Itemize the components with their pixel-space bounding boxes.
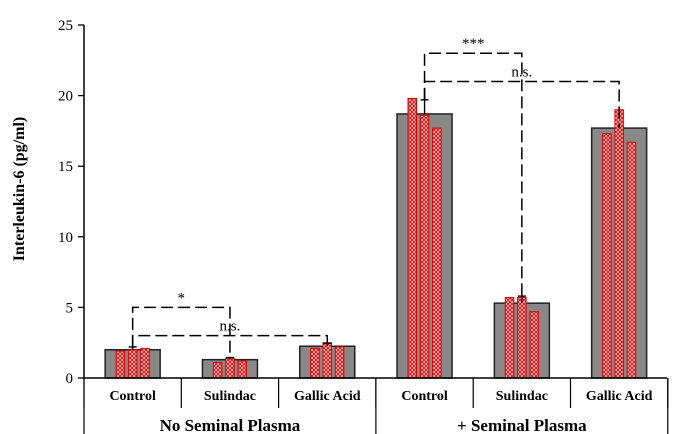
errorbars-layer [128,99,526,360]
y-tick-label-5: 5 [66,300,74,316]
replicates-layer [115,97,637,379]
comparison-bracket-1 [131,306,231,358]
replicate-bar-control-g2-1 [407,97,417,379]
replicate-bar-gallic-acid-g2-3 [626,141,637,379]
comparison-label-2: n.s. [220,319,241,335]
comparison-bracket-4 [423,80,620,129]
comparison-bracket-2 [131,334,328,347]
replicate-bar-sulindac-g1-1 [212,361,223,379]
y-tick-label-25: 25 [58,18,73,34]
replicate-bar-gallic-acid-g1-3 [334,346,345,379]
comparison-brackets: * n.s. *** n.s. [131,36,620,358]
y-tick-label-10: 10 [58,230,73,246]
replicate-bar-gallic-acid-g1-1 [310,347,320,379]
y-axis-label: Interleukin-6 (pg/ml) [11,117,28,261]
replicate-bar-control-g2-2 [419,114,430,379]
comparison-bracket-3 [423,52,523,297]
x-tick-label-sulindac-g2: Sulindac [496,389,548,404]
replicate-bar-sulindac-g2-1 [504,297,515,379]
comparison-label-3: *** [462,36,485,52]
replicate-bar-control-g2-3 [432,127,442,379]
comparison-label-1: * [178,290,186,306]
x-group-label-2: + Seminal Plasma [457,416,587,434]
x-tick-label-sulindac-g1: Sulindac [204,389,256,404]
replicate-bar-control-g1-1 [115,350,126,379]
replicate-bar-sulindac-g2-3 [529,311,539,379]
x-tick-label-control-g2: Control [401,389,448,404]
comparison-label-4: n.s. [511,64,532,80]
replicate-bar-gallic-acid-g2-1 [602,133,612,379]
x-tick-label-gallic-acid-g2: Gallic Acid [586,389,653,404]
replicate-bar-gallic-acid-g2-2 [614,109,624,379]
x-group-label-1: No Seminal Plasma [160,416,301,434]
replicate-bar-sulindac-g1-3 [237,360,247,379]
x-tick-label-control-g1: Control [109,389,156,404]
replicate-bar-sulindac-g2-2 [517,297,527,379]
plot-area: * n.s. *** n.s. 0 5 10 15 20 25 Control Sulindac Ga… [58,18,669,434]
x-tick-label-gallic-acid-g1: Gallic Acid [294,389,361,404]
replicate-bar-gallic-acid-g1-2 [322,342,332,379]
replicate-bar-control-g1-2 [127,349,138,379]
y-tick-label-0: 0 [66,371,74,387]
bars-layer [104,113,648,379]
axes: 0 5 10 15 20 25 Control Sulindac Gallic Acid Cont… [58,18,669,434]
replicate-bar-control-g1-3 [140,347,150,379]
replicate-bar-sulindac-g1-2 [225,357,235,379]
y-tick-label-20: 20 [58,89,73,105]
y-tick-label-15: 15 [58,159,73,175]
